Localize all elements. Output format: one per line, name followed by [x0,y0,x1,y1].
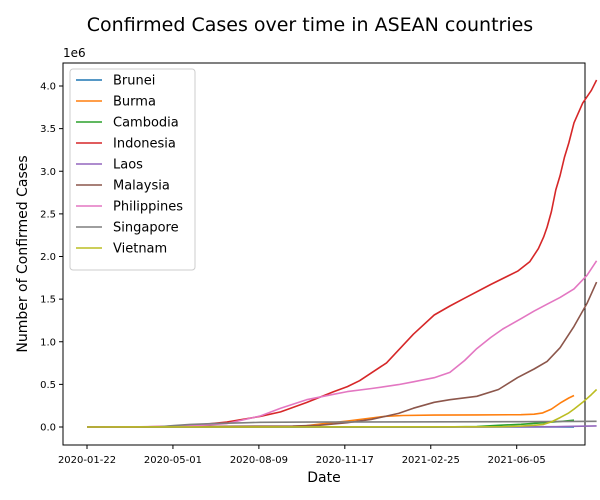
y-tick-label: 0.5 [40,380,56,391]
x-tick-label: 2020-08-09 [230,455,288,466]
legend-entry: Singapore [113,221,179,236]
legend-entry: Malaysia [113,179,170,194]
y-tick-label: 3.0 [40,167,56,178]
x-tick-label: 2020-05-01 [144,455,202,466]
x-tick-label: 2021-02-25 [402,455,460,466]
series-lines [86,79,598,428]
legend-entry: Vietnam [113,242,167,257]
legend-entry: Indonesia [113,137,176,152]
series-line-malaysia [86,281,598,428]
x-tick-label: 2020-11-17 [316,455,374,466]
y-tick-label: 2.0 [40,252,56,263]
y-tick-label: 4.0 [40,82,56,93]
y-tick-label: 1.0 [40,337,56,348]
legend-entry: Brunei [113,74,155,89]
series-line-vietnam [86,388,598,428]
y-tick-label: 2.5 [40,209,56,220]
legend-entry: Laos [113,158,143,173]
legend-entry: Burma [113,95,156,110]
x-tick-label: 2020-01-22 [58,455,116,466]
y-offset-label: 1e6 [63,46,86,60]
x-axis-label: Date [307,470,340,486]
y-axis-label: Number of Confirmed Cases [15,155,31,352]
chart-title: Confirmed Cases over time in ASEAN count… [87,14,533,36]
y-axis-ticks: 0.0 0.5 1.0 1.5 2.0 2.5 3.0 3.5 4.0 [40,82,63,434]
x-axis-ticks: 2020-01-22 2020-05-01 2020-08-09 2020-11-17… [58,445,546,466]
plot-area-frame [62,62,586,446]
legend: Brunei Burma Cambodia Indonesia Laos Malaysia… [69,68,196,271]
x-tick-label: 2021-06-05 [488,455,546,466]
y-tick-label: 3.5 [40,124,56,135]
legend-box [69,68,196,271]
legend-entry: Philippines [113,200,183,215]
y-tick-label: 0.0 [40,423,56,434]
series-line-philippines [86,260,598,428]
legend-entry: Cambodia [113,116,179,131]
y-tick-label: 1.5 [40,295,56,306]
series-line-indonesia [87,79,598,428]
